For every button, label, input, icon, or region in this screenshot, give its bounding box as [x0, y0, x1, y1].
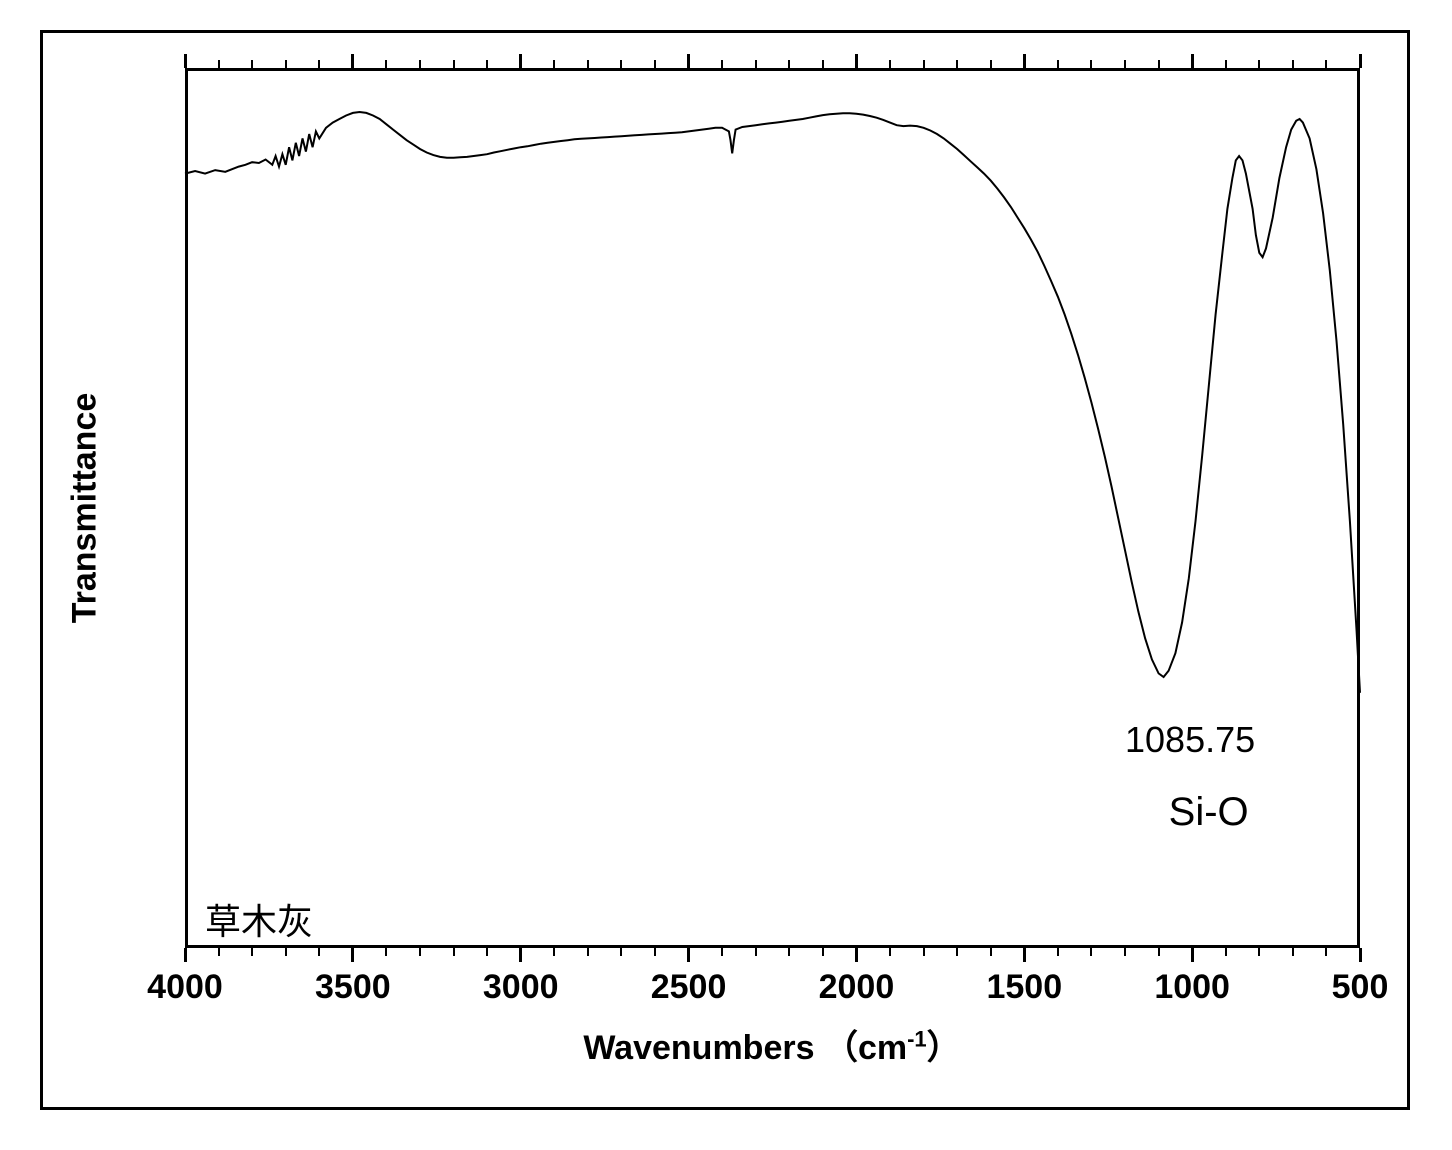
spectrum-line — [0, 0, 1452, 1150]
sample-label: 草木灰 — [205, 893, 313, 945]
peak-wavenumber-label: 1085.75 — [1125, 719, 1255, 761]
peak-assignment-label: Si-O — [1169, 790, 1249, 835]
